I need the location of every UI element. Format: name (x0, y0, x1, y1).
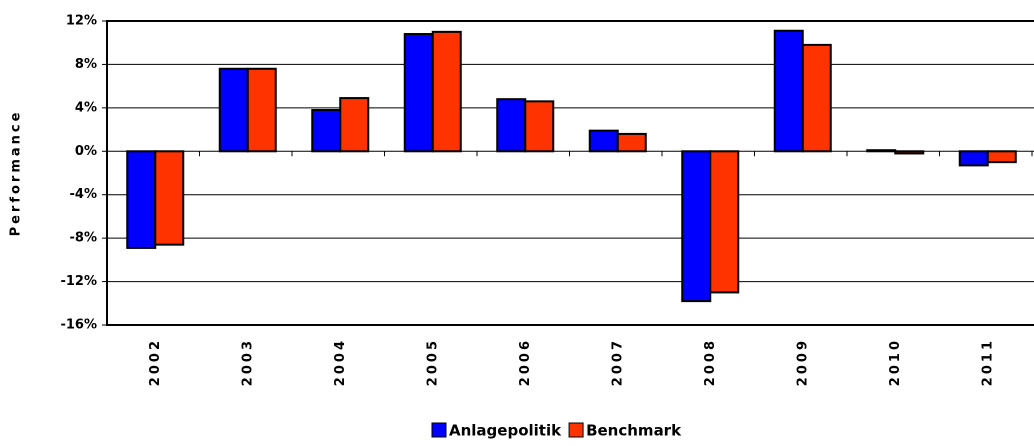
bar (709, 150, 740, 294)
bar (801, 43, 832, 153)
y-tick-label: 8% (75, 57, 97, 72)
bar (986, 150, 1017, 164)
bar (958, 150, 989, 167)
legend-swatch (568, 422, 584, 438)
bar (681, 150, 712, 303)
x-tick-label: 2010 (888, 338, 903, 386)
x-tick-label: 2011 (980, 338, 995, 386)
x-tick-label: 2006 (518, 338, 533, 386)
bar (246, 67, 277, 153)
x-tick-label: 2008 (703, 338, 718, 386)
bar (339, 97, 370, 153)
y-tick-label: -4% (70, 187, 97, 202)
x-tick-label: 2009 (795, 338, 810, 386)
bar (773, 29, 804, 153)
bar (154, 150, 185, 246)
x-tick-label: 2005 (425, 338, 440, 386)
bar (616, 132, 647, 153)
y-axis-label: Performance (9, 110, 24, 237)
y-tick-label: 4% (75, 100, 97, 115)
y-tick-label: -16% (60, 318, 97, 333)
bar (894, 150, 925, 155)
x-tick-label: 2004 (333, 338, 348, 386)
bar (524, 100, 555, 153)
legend-label: Anlagepolitik (449, 422, 562, 440)
y-tick-label: 0% (75, 144, 97, 159)
bar (866, 149, 897, 153)
legend-label: Benchmark (586, 422, 682, 440)
y-tick-label: -8% (70, 231, 97, 246)
bar (126, 150, 157, 249)
bar (588, 129, 619, 153)
y-tick-label: -12% (60, 274, 97, 289)
x-tick-label: 2007 (610, 338, 625, 386)
bar (311, 109, 342, 153)
bar (403, 33, 434, 153)
legend-swatch (431, 422, 447, 438)
bar (431, 30, 462, 153)
bar (496, 98, 527, 153)
y-tick-label: 12% (66, 14, 97, 29)
x-tick-label: 2003 (240, 338, 255, 386)
x-tick-label: 2002 (148, 338, 163, 386)
plot-frame (106, 20, 1034, 326)
bar (218, 67, 249, 153)
